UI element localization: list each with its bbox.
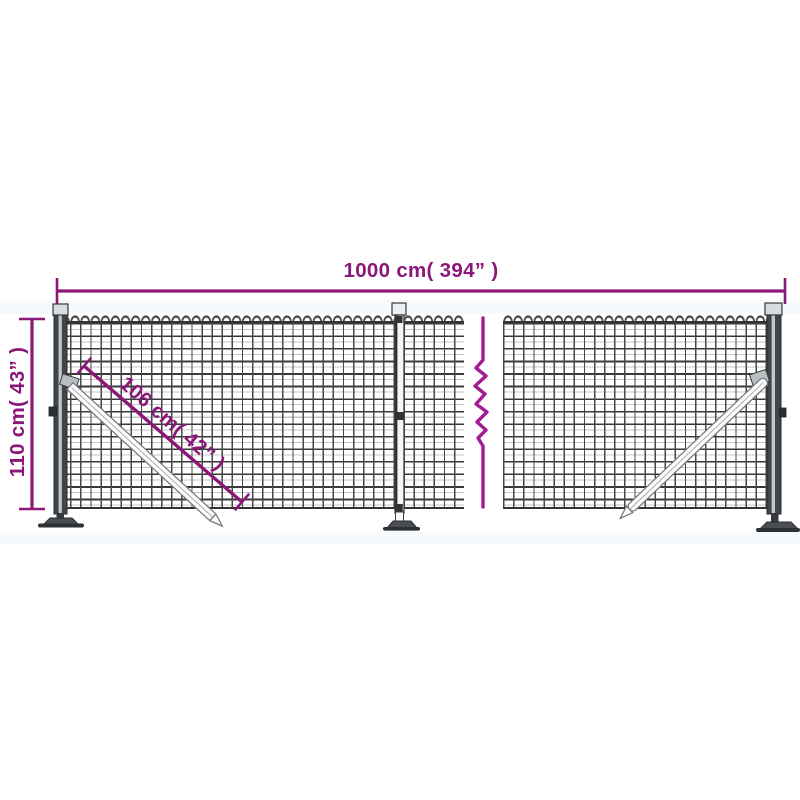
post-clip — [779, 407, 787, 418]
post-cap — [764, 302, 783, 316]
strut-right — [618, 368, 771, 520]
height-dimension-label: 110 cm( 43” ) — [6, 346, 29, 478]
post-center — [391, 302, 407, 514]
mounting-flange-center — [383, 511, 420, 531]
height-dimension-line — [19, 317, 45, 511]
post-right — [764, 302, 787, 515]
mounting-flange-right — [756, 513, 800, 532]
mounting-flange-left — [38, 513, 84, 528]
width-dimension-label: 1000 cm( 394” ) — [343, 259, 499, 282]
strut-dimension-line — [75, 356, 251, 512]
strut-left — [58, 373, 224, 528]
post-clip — [48, 406, 57, 417]
post-cap — [391, 302, 407, 316]
post-left — [48, 303, 69, 515]
mesh-top-arcs-left — [60, 314, 464, 322]
post-clip — [395, 316, 403, 323]
mesh-top-arcs-right — [503, 314, 781, 322]
post-clip — [395, 412, 404, 420]
width-dimension-line — [55, 278, 787, 304]
post-clip — [394, 504, 403, 512]
post-cap — [52, 303, 69, 317]
panel-break-zigzag — [473, 316, 489, 509]
